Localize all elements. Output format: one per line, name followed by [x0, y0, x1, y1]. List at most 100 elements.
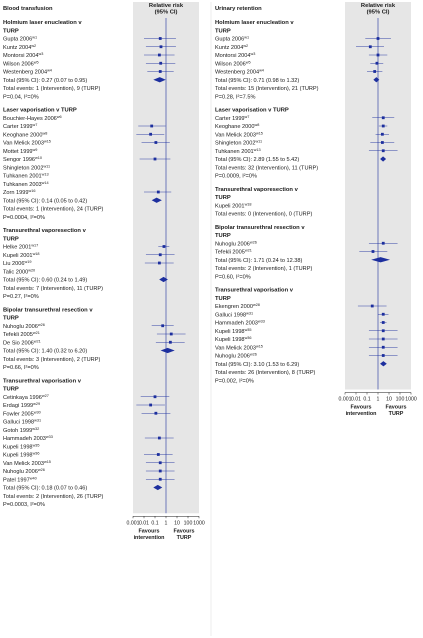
x-tick-label: 100 — [184, 520, 193, 526]
study-label: Carter 1999w7 — [215, 115, 249, 122]
study-name: Kuntz 2004 — [215, 45, 243, 51]
total-events: Total events: 26 (Intervention), 8 (TURP… — [215, 370, 316, 376]
study-label: Hammadeh 2003w33 — [215, 320, 265, 327]
x-tick-label: 0.001 — [339, 397, 352, 403]
study-point-estimate — [158, 469, 162, 473]
study-point-estimate — [154, 141, 158, 144]
study-reference: w36 — [245, 336, 252, 340]
study-name: Ekengren 2000 — [215, 304, 253, 310]
study-reference: w1 — [244, 36, 249, 40]
pooled-estimate-diamond — [373, 77, 380, 83]
study-reference: w10 — [35, 156, 42, 160]
study-point-estimate — [380, 132, 384, 136]
study-reference: w6 — [57, 115, 62, 119]
study-label: Kupeli 1998w35 — [215, 328, 252, 335]
pooled-estimate-label: Total (95% CI): 2.89 (1.55 to 5.42) — [215, 157, 299, 163]
favours-turp-label: TURP — [389, 411, 404, 417]
study-label: Tuhkanen 2001w13 — [3, 173, 49, 180]
subgroup-title: TURP — [3, 316, 19, 322]
study-reference: w26 — [38, 323, 45, 327]
favours-intervention-label: Favours — [351, 405, 372, 411]
study-label: Kuntz 2004w2 — [3, 44, 36, 51]
pooled-estimate-diamond — [371, 257, 391, 263]
study-name: Carter 1999 — [3, 124, 33, 130]
pooled-estimate-diamond — [380, 361, 387, 367]
subgroup-title: Transurethral vaporesection v — [3, 228, 87, 234]
study-label: Helke 2001w17 — [3, 244, 38, 251]
study-point-estimate — [154, 411, 158, 415]
study-name: Kupeli 1998 — [215, 337, 245, 343]
subgroup-title: Transurethral vaporisation v — [215, 288, 294, 294]
x-tick-label: 0.1 — [363, 397, 370, 403]
x-tick-label: 1 — [165, 520, 168, 526]
total-events: Total events: 0 (Intervention), 0 (TURP) — [215, 212, 312, 218]
study-name: Kuntz 2004 — [3, 45, 31, 51]
study-reference: w15 — [44, 140, 51, 144]
study-reference: w33 — [258, 320, 265, 324]
study-reference: w19 — [24, 260, 31, 264]
pooled-estimate-diamond — [151, 197, 162, 203]
study-point-estimate — [381, 354, 385, 357]
study-name: Tefekli 2005 — [215, 250, 245, 256]
subgroup-title: Bipolar transurethral resection v — [3, 307, 93, 313]
x-tick-label: 0.001 — [127, 520, 140, 526]
total-events: Total events: 2 (Intervention), 1 (TURP) — [215, 266, 312, 272]
study-name: Galluci 1998 — [3, 420, 34, 426]
effect-measure-label: Relative risk — [361, 3, 396, 9]
study-reference: w2 — [31, 44, 36, 48]
pooled-estimate-label: Total (95% CI): 1.71 (0.24 to 12.38) — [215, 258, 303, 264]
total-events: Total events: 15 (Intervention), 21 (TUR… — [215, 86, 319, 92]
study-label: Montorsi 2004w3 — [215, 52, 255, 59]
effect-measure-label: Relative risk — [149, 3, 184, 9]
study-label: Wilson 2006w5 — [215, 60, 251, 67]
study-reference: w21 — [245, 249, 252, 253]
subgroup-title: Transurethral vaporesection v — [215, 187, 299, 193]
study-reference: w17 — [31, 244, 38, 248]
effect-measure-label: (95% CI) — [367, 10, 390, 16]
study-point-estimate — [156, 453, 160, 456]
study-name: Talic 2000 — [3, 269, 28, 275]
study-label: Mottet 1999w9 — [3, 148, 37, 155]
study-name: Van Melick 2003 — [215, 345, 256, 351]
study-reference: w20 — [28, 268, 35, 272]
pooled-estimate-label: Total (95% CI): 0.27 (0.07 to 0.95) — [3, 78, 87, 84]
study-reference: w15 — [256, 131, 263, 135]
study-name: Wilson 2006 — [215, 61, 246, 67]
x-tick-label: 10 — [174, 520, 180, 526]
pooled-estimate-label: Total (95% CI): 3.10 (1.53 to 6.29) — [215, 362, 299, 368]
total-events: Total events: 1 (Intervention), 24 (TURP… — [3, 207, 104, 213]
study-reference: w14 — [42, 181, 49, 185]
study-name: Fowler 2005 — [3, 411, 34, 417]
study-point-estimate — [159, 45, 163, 49]
study-label: Nuhoglu 2006w26 — [215, 240, 257, 247]
study-point-estimate — [156, 190, 160, 194]
study-name: Van Melick 2003 — [215, 132, 256, 138]
pooled-estimate-diamond — [159, 276, 168, 283]
study-label: Galluci 1998w31 — [3, 419, 41, 426]
study-reference: w15 — [44, 460, 51, 464]
study-reference: w35 — [33, 443, 40, 447]
effect-measure-label: (95% CI) — [155, 10, 178, 16]
heterogeneity-stats: P=0.27, I²=0% — [3, 294, 39, 300]
study-name: Nuhoglu 2006 — [215, 241, 250, 247]
heterogeneity-stats: P=0.28, I²=7.5% — [215, 94, 255, 100]
favours-turp-label: TURP — [177, 535, 192, 541]
study-name: Van Melick 2003 — [3, 141, 44, 147]
study-reference: w7 — [33, 123, 38, 127]
subgroup-title: TURP — [3, 28, 19, 34]
study-point-estimate — [375, 61, 379, 65]
study-point-estimate — [371, 250, 375, 253]
study-reference: w35 — [245, 328, 252, 332]
study-label: Ekengren 2000w28 — [215, 303, 260, 310]
study-name: Kupeli 2001 — [215, 203, 245, 209]
heterogeneity-stats: P=0.60, I²=0% — [215, 274, 251, 280]
study-label: Fowler 2005w30 — [3, 410, 41, 417]
study-name: Nuhoglu 2006 — [3, 469, 38, 475]
study-point-estimate — [380, 141, 384, 144]
study-label: Patel 1997w40 — [3, 476, 37, 483]
study-name: Hammadeh 2003 — [3, 436, 46, 442]
favours-intervention-label: intervention — [346, 411, 377, 417]
pooled-estimate-diamond — [160, 347, 175, 354]
study-label: De Sio 2006w21 — [3, 339, 41, 346]
total-events: Total events: 1 (Intervention), 9 (TURP) — [3, 86, 100, 92]
